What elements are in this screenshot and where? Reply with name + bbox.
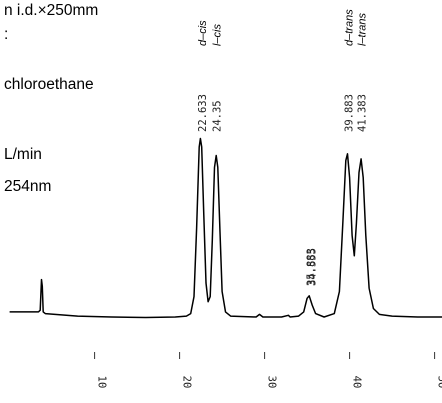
x-tick-label: 20 — [181, 376, 193, 389]
trace-layer — [9, 137, 442, 319]
chromatogram-trace — [9, 137, 442, 319]
peak-retention-label: 35.883 — [306, 248, 318, 286]
x-tick-label: 50 — [436, 376, 442, 389]
condition-detection: 254nm — [4, 178, 52, 195]
peak-retention-label: 22.633 — [197, 94, 209, 132]
peak-retention-label: 41.383 — [356, 94, 368, 132]
peak-compound-label: d–cis — [197, 20, 209, 46]
x-tick-label: 40 — [351, 376, 363, 389]
peak-compound-label: l–trans — [356, 12, 368, 46]
condition-mobile-phase: chloroethane — [4, 76, 94, 93]
condition-flow-rate: L/min — [4, 146, 42, 163]
x-tick-label: 30 — [266, 376, 278, 389]
condition-line2: : — [4, 26, 9, 43]
condition-column-size: n i.d.×250mm — [4, 2, 99, 19]
peak-retention-label: 24.35 — [212, 100, 224, 132]
peak-retention-label: 39.883 — [344, 94, 356, 132]
x-tick-label: 10 — [96, 376, 108, 389]
peak-retention-label: 34.555 — [306, 248, 318, 286]
peak-compound-label: d–trans — [344, 9, 356, 46]
x-axis: 10 20 30 40 50 — [94, 352, 442, 389]
peak-compound-label: l–cis — [212, 23, 224, 46]
